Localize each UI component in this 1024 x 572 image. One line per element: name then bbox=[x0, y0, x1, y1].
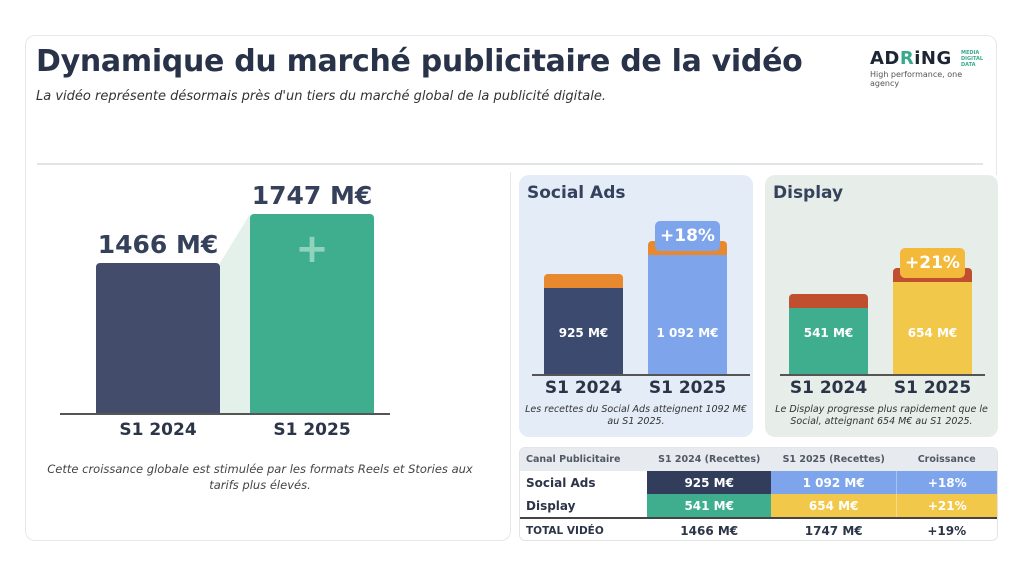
header-card bbox=[25, 35, 997, 175]
data-label: 1 092 M€ bbox=[656, 326, 719, 340]
cell: +18% bbox=[896, 471, 997, 494]
panel-note: Les recettes du Social Ads atteignent 10… bbox=[525, 404, 747, 427]
header-cell: Croissance bbox=[917, 454, 976, 465]
data-label: 1747 M€ bbox=[251, 181, 373, 210]
total-card bbox=[25, 172, 511, 541]
data-label: 925 M€ bbox=[558, 326, 609, 340]
logo-tagline: High performance, one agency bbox=[870, 70, 963, 88]
cell: 1 092 M€ bbox=[770, 471, 897, 494]
panel-note: Le Display progresse plus rapidement que… bbox=[775, 404, 988, 427]
data-label: 1466 M€ bbox=[97, 230, 219, 260]
panel-title: Display bbox=[773, 183, 844, 203]
cell: +19% bbox=[927, 523, 967, 538]
panel-title: Social Ads bbox=[527, 183, 626, 203]
cell: Display bbox=[520, 494, 648, 517]
logo: ADRiNG MEDIA DIGITAL DATA High performance… bbox=[870, 48, 990, 88]
cell: 1466 M€ bbox=[680, 523, 739, 538]
bar-s1-2025 bbox=[648, 240, 727, 374]
logo-wordmark: ADRiNG bbox=[870, 48, 952, 69]
social-ads-panel: Social Ads Les recettes du Social Ads at… bbox=[519, 175, 753, 437]
tick-label: S1 2024 bbox=[119, 420, 197, 440]
bar-s1-2024 bbox=[544, 274, 623, 374]
growth-badge: +18% bbox=[655, 220, 720, 251]
plus-icon: + bbox=[295, 226, 329, 272]
data-table: Canal Publicitaire S1 2024 (Recettes) S1… bbox=[519, 447, 998, 541]
tick-label: S1 2025 bbox=[893, 378, 972, 398]
cell: TOTAL VIDÉO bbox=[526, 524, 604, 537]
header-cell: S1 2025 (Recettes) bbox=[782, 454, 885, 465]
cell: 541 M€ bbox=[647, 494, 771, 517]
table-row: Social Ads 925 M€ 1 092 M€ +18% bbox=[520, 471, 997, 494]
chart-baseline bbox=[60, 413, 390, 415]
chart-baseline bbox=[532, 374, 750, 376]
data-label: 654 M€ bbox=[907, 326, 958, 340]
growth-badge: +21% bbox=[900, 248, 965, 279]
divider bbox=[37, 163, 983, 165]
bar-s1-2025 bbox=[893, 268, 972, 374]
cell: 654 M€ bbox=[770, 494, 897, 517]
page-subtitle: La vidéo représente désormais près d'un … bbox=[36, 89, 606, 104]
bar-s1-2025 bbox=[250, 214, 374, 413]
page-title: Dynamique du marché publicitaire de la v… bbox=[36, 44, 803, 79]
cell: +21% bbox=[896, 494, 997, 517]
data-label: 541 M€ bbox=[803, 326, 854, 340]
tick-label: S1 2025 bbox=[273, 420, 351, 440]
tick-label: S1 2025 bbox=[648, 378, 727, 398]
logo-side-text: MEDIA DIGITAL DATA bbox=[961, 50, 984, 68]
tick-label: S1 2024 bbox=[544, 378, 623, 398]
tick-label: S1 2024 bbox=[789, 378, 868, 398]
table-total-row: TOTAL VIDÉO 1466 M€ 1747 M€ +19% bbox=[520, 517, 997, 540]
table-header: Canal Publicitaire S1 2024 (Recettes) S1… bbox=[520, 448, 997, 471]
header-cell: Canal Publicitaire bbox=[526, 454, 621, 465]
chart-baseline bbox=[780, 374, 985, 376]
bar-s1-2024 bbox=[789, 293, 868, 374]
total-note: Cette croissance globale est stimulée pa… bbox=[47, 462, 473, 492]
header-cell: S1 2024 (Recettes) bbox=[658, 454, 761, 465]
cell: Social Ads bbox=[520, 471, 648, 494]
cell: 1747 M€ bbox=[804, 523, 863, 538]
table-row: Display 541 M€ 654 M€ +21% bbox=[520, 494, 997, 517]
cell: 925 M€ bbox=[647, 471, 771, 494]
bar-s1-2024 bbox=[96, 263, 220, 413]
